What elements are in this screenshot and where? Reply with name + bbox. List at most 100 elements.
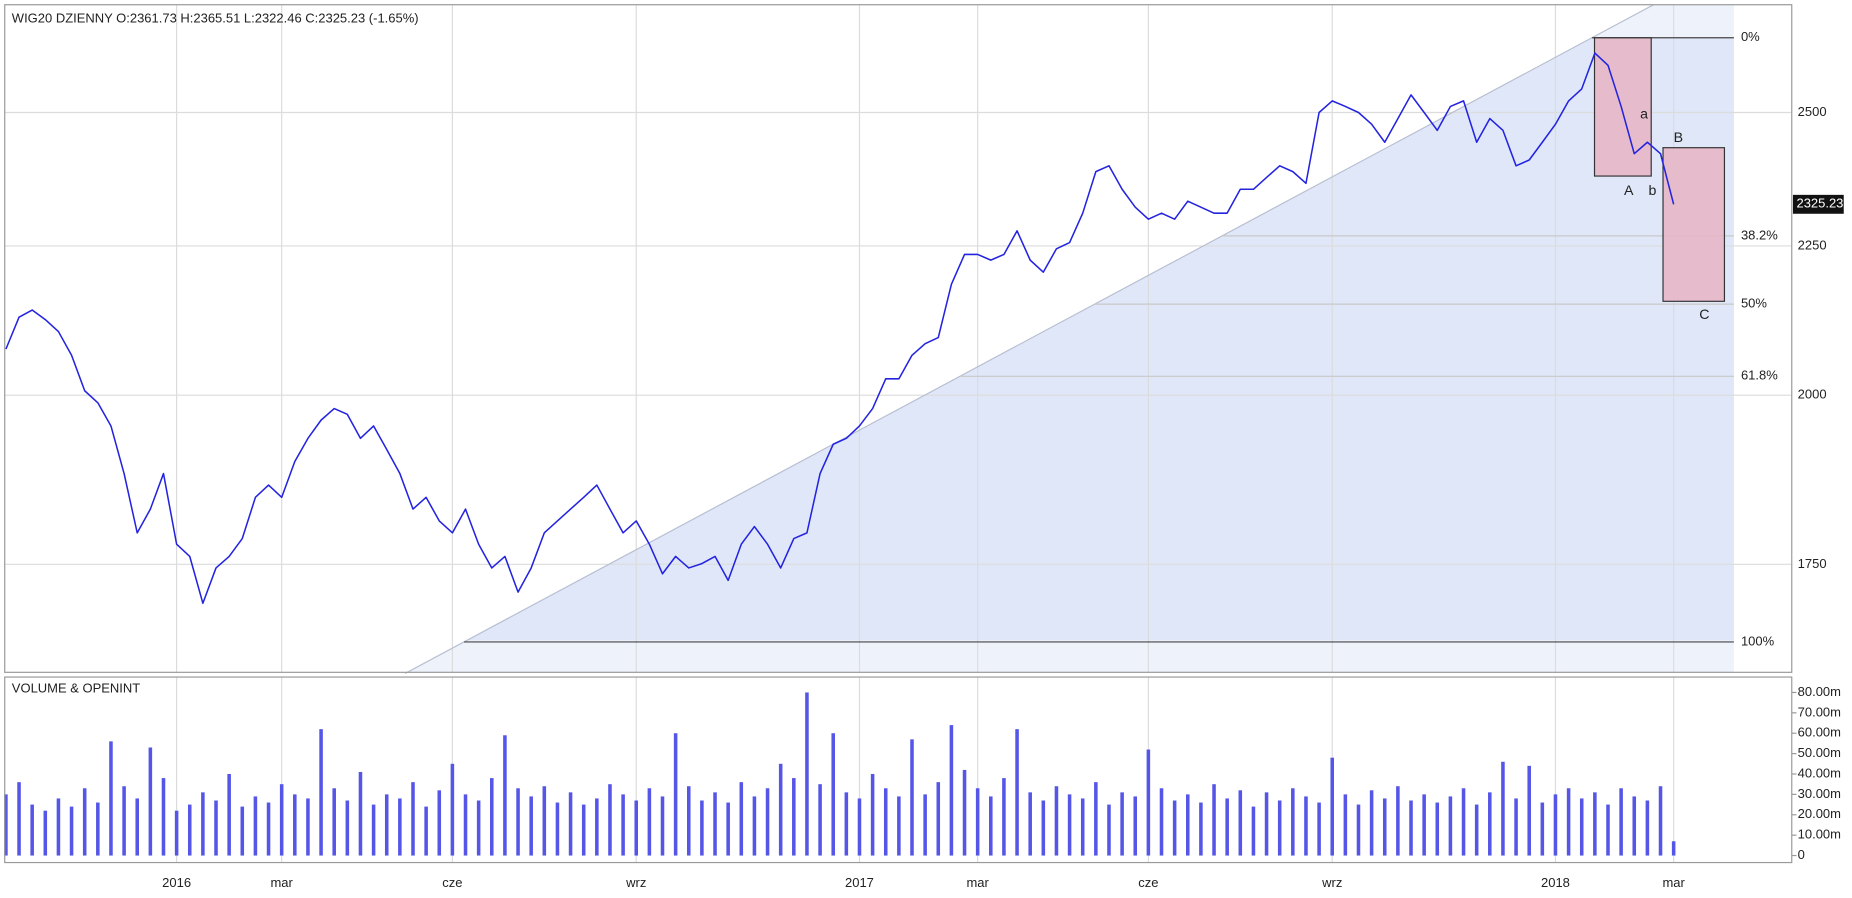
- volume-bar: [857, 798, 862, 856]
- volume-bar: [765, 788, 770, 856]
- volume-bar: [1186, 794, 1190, 856]
- volume-bar: [1606, 804, 1610, 856]
- y-tick-label: 1750: [1798, 556, 1827, 571]
- x-tick-label: mar: [966, 875, 989, 890]
- volume-bar: [673, 733, 678, 856]
- volume-bar: [910, 739, 914, 856]
- volume-bar: [1396, 786, 1400, 856]
- volume-bar: [1277, 800, 1282, 856]
- y-tick-label: 60.00m: [1798, 725, 1841, 740]
- volume-bar: [542, 786, 547, 856]
- volume-bar: [227, 773, 231, 856]
- volume-bar: [686, 786, 691, 856]
- volume-bar: [792, 778, 796, 856]
- volume-bar: [936, 782, 941, 856]
- volume-bar: [1579, 798, 1584, 856]
- wave-box: [1593, 37, 1652, 177]
- volume-bar: [1159, 788, 1164, 856]
- volume-bar: [293, 794, 297, 856]
- volume-bar: [739, 782, 744, 856]
- volume-bar: [1172, 800, 1177, 856]
- volume-bar: [1671, 841, 1676, 856]
- volume-bar: [1474, 804, 1479, 856]
- volume-bar: [989, 796, 993, 856]
- volume-bar: [266, 802, 271, 856]
- volume-bar: [148, 747, 153, 856]
- volume-bar: [752, 796, 757, 856]
- volume-bar: [870, 773, 875, 856]
- volume-frame: [4, 676, 1793, 864]
- x-tick-label: cze: [1138, 875, 1158, 890]
- volume-bar: [1343, 794, 1348, 856]
- volume-bar: [621, 794, 625, 856]
- x-tick-label: mar: [1662, 875, 1685, 890]
- volume-bar: [1566, 788, 1571, 856]
- volume-bar: [1238, 790, 1243, 856]
- volume-bar: [555, 802, 560, 856]
- y-tick-label: 0: [1798, 847, 1805, 862]
- volume-bar: [1146, 749, 1151, 856]
- volume-bar: [647, 788, 652, 856]
- volume-bar: [1553, 794, 1558, 856]
- x-tick-label: 2016: [162, 875, 191, 890]
- x-tick-label: wrz: [1321, 875, 1342, 890]
- volume-bar: [1015, 729, 1019, 856]
- y-tick-label: 40.00m: [1798, 765, 1841, 780]
- volume-bar: [17, 782, 21, 856]
- volume-bar: [345, 800, 350, 856]
- volume-bar: [1356, 804, 1361, 856]
- volume-bar: [1094, 782, 1098, 856]
- y-tick-label: 2000: [1798, 387, 1827, 402]
- volume-bar: [595, 798, 599, 856]
- y-tick-label: 70.00m: [1798, 704, 1841, 719]
- fib-label: 100%: [1741, 633, 1775, 648]
- wave-label: b: [1648, 183, 1656, 199]
- volume-bar: [135, 798, 139, 856]
- volume-bar: [1409, 800, 1413, 856]
- volume-bar: [660, 796, 665, 856]
- x-tick-label: wrz: [625, 875, 646, 890]
- volume-bar: [201, 792, 205, 856]
- volume-title: VOLUME & OPENINT: [12, 680, 140, 695]
- volume-bar: [174, 810, 179, 856]
- volume-bar: [1369, 790, 1374, 856]
- chart-title: WIG20 DZIENNY O:2361.73 H:2365.51 L:2322…: [12, 10, 419, 25]
- wave-box: [1662, 147, 1726, 302]
- volume-bar: [1107, 804, 1111, 856]
- volume-bar: [1435, 802, 1440, 856]
- volume-bar: [1067, 794, 1072, 856]
- x-tick-label: 2017: [845, 875, 874, 890]
- volume-bar: [161, 778, 166, 856]
- volume-bar: [109, 741, 113, 856]
- volume-bar: [358, 771, 363, 856]
- volume-bar: [778, 763, 783, 856]
- volume-bar: [1304, 796, 1308, 856]
- volume-bar: [1120, 792, 1124, 856]
- price-frame: [4, 4, 1793, 673]
- volume-bar: [1382, 798, 1387, 856]
- volume-bar: [476, 800, 481, 856]
- volume-bar: [1317, 802, 1321, 856]
- wave-label: a: [1640, 106, 1648, 122]
- volume-bar: [568, 792, 573, 856]
- volume-bar: [69, 806, 74, 856]
- volume-bar: [332, 788, 336, 856]
- volume-bar: [1054, 786, 1059, 856]
- volume-bar: [490, 778, 494, 856]
- volume-bar: [1422, 794, 1426, 856]
- x-tick-label: cze: [442, 875, 462, 890]
- volume-bar: [384, 794, 389, 856]
- last-price-tag: [1792, 194, 1844, 214]
- y-tick-label: 80.00m: [1798, 684, 1841, 699]
- volume-bar: [1212, 784, 1216, 856]
- volume-bar: [1632, 796, 1637, 856]
- x-tick-label: mar: [270, 875, 293, 890]
- volume-bar: [700, 800, 704, 856]
- volume-bar: [319, 729, 323, 856]
- volume-bar: [56, 798, 61, 856]
- volume-bar: [529, 796, 533, 856]
- volume-bar: [805, 692, 809, 856]
- volume-bar: [713, 792, 717, 856]
